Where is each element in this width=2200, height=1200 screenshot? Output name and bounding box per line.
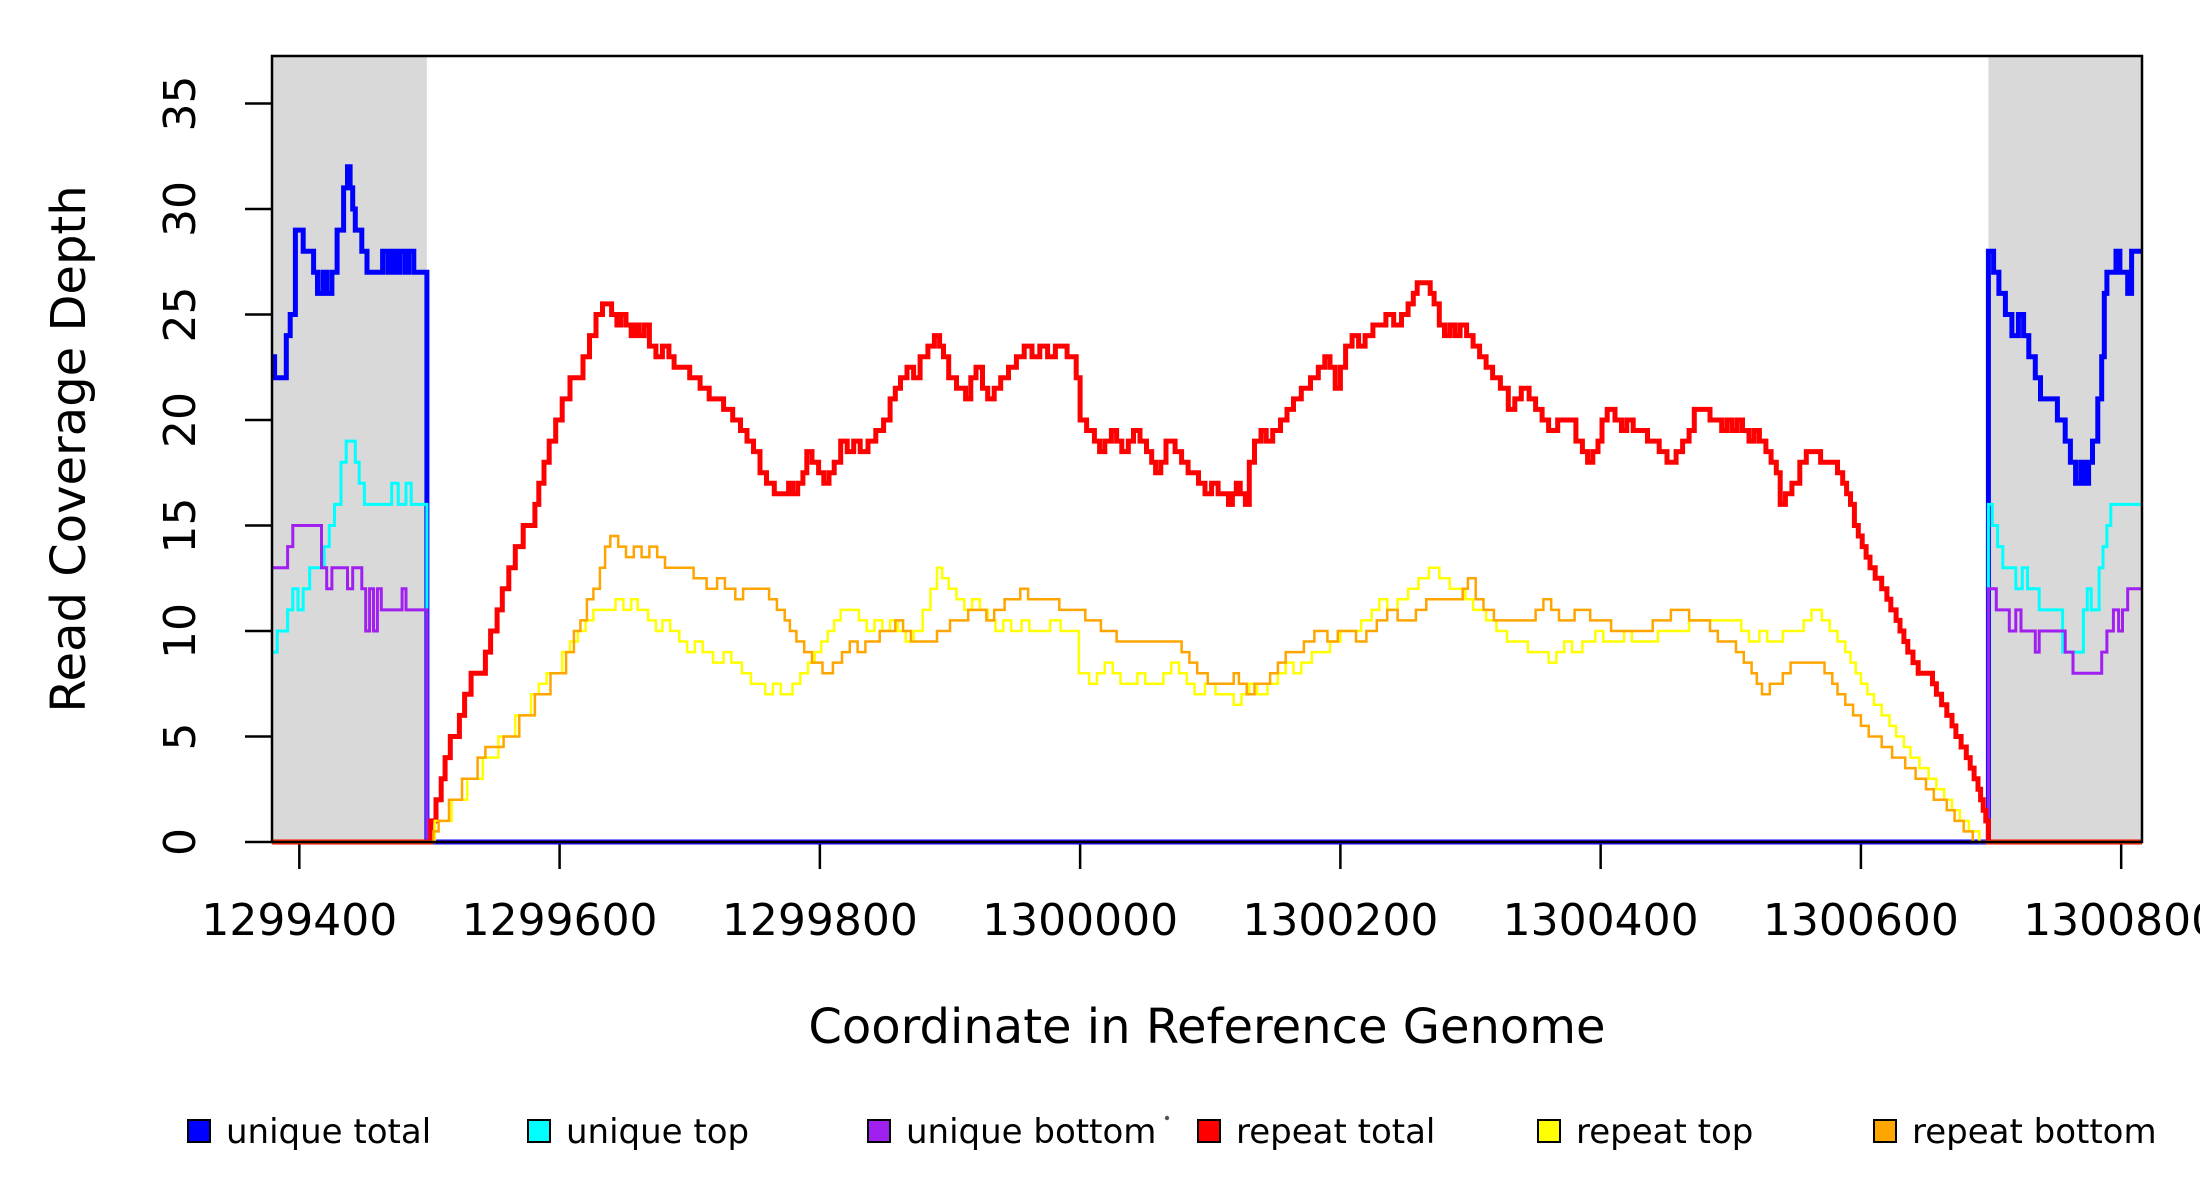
legend-label: repeat total <box>1236 1112 1435 1152</box>
x-tick-label: 1299800 <box>722 895 918 946</box>
y-tick-label: 35 <box>155 75 206 131</box>
y-axis-title: Read Coverage Depth <box>41 185 97 712</box>
y-tick-label: 5 <box>155 722 206 750</box>
shaded-region <box>1988 56 2142 842</box>
plot-frame <box>270 54 2144 844</box>
series-repeat-bottom <box>272 534 2142 844</box>
series-repeat-top <box>272 566 2142 844</box>
y-tick-label: 30 <box>155 181 206 237</box>
x-tick-label: 1300600 <box>1763 895 1959 946</box>
legend-label: unique total <box>226 1112 431 1152</box>
legend-swatch-unique-total <box>187 1119 211 1143</box>
y-tick-label: 20 <box>155 392 206 448</box>
legend-swatch-unique-top <box>527 1119 551 1143</box>
y-tick-label: 10 <box>155 603 206 659</box>
x-tick-label: 1300400 <box>1503 895 1699 946</box>
legend: unique total unique top unique bottom repea… <box>187 1112 2157 1152</box>
legend-label: unique top <box>566 1112 749 1152</box>
y-tick-label: 25 <box>155 286 206 342</box>
legend-swatch-repeat-top <box>1537 1119 1561 1143</box>
series-unique-bottom <box>272 524 2142 844</box>
y-axis: 0 5 10 15 20 25 30 35 <box>155 75 272 856</box>
legend-swatch-repeat-bottom <box>1873 1119 1897 1143</box>
legend-label: repeat top <box>1576 1112 1753 1152</box>
stray-dot <box>1164 1115 1170 1121</box>
x-tick-label: 1300200 <box>1242 895 1438 946</box>
series-unique-top <box>272 439 2142 844</box>
y-tick-label: 15 <box>155 497 206 553</box>
x-tick-label: 1299400 <box>201 895 397 946</box>
legend-swatch-unique-bottom <box>867 1119 891 1143</box>
x-axis-title: Coordinate in Reference Genome <box>808 999 1605 1055</box>
series-lines <box>272 164 2142 845</box>
legend-label: unique bottom <box>906 1112 1156 1152</box>
x-tick-label: 1300800 <box>2023 895 2200 946</box>
legend-label: repeat bottom <box>1912 1112 2157 1152</box>
series-repeat-total <box>272 280 2142 845</box>
legend-swatch-repeat-total <box>1197 1119 1221 1143</box>
x-tick-label: 1299600 <box>462 895 658 946</box>
x-axis: 1299400 1299600 1299800 1300000 1300200 13004… <box>201 842 2200 946</box>
x-tick-label: 1300000 <box>982 895 1178 946</box>
y-tick-label: 0 <box>155 828 206 856</box>
